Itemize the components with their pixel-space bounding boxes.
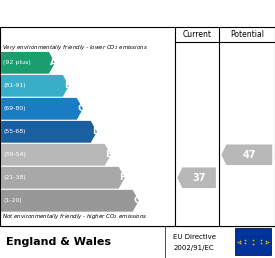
Text: Current: Current (182, 30, 211, 39)
Polygon shape (177, 167, 216, 188)
Text: B: B (64, 81, 71, 90)
Text: 47: 47 (243, 150, 256, 160)
Text: (1-20): (1-20) (3, 198, 22, 203)
Text: (81-91): (81-91) (3, 83, 26, 88)
Polygon shape (1, 75, 69, 97)
Text: EU Directive: EU Directive (173, 234, 216, 240)
Polygon shape (221, 144, 272, 165)
Text: A: A (50, 58, 57, 67)
Text: C: C (78, 104, 84, 113)
Text: (92 plus): (92 plus) (3, 60, 31, 65)
Text: England & Wales: England & Wales (6, 237, 111, 247)
Text: Not environmentally friendly - higher CO$_2$ emissions: Not environmentally friendly - higher CO… (2, 212, 148, 221)
Text: F: F (120, 173, 126, 182)
Text: Very environmentally friendly - lower CO$_2$ emissions: Very environmentally friendly - lower CO… (2, 43, 148, 52)
Text: Potential: Potential (230, 30, 264, 39)
Text: 2002/91/EC: 2002/91/EC (173, 245, 214, 251)
Text: G: G (134, 196, 141, 205)
Text: (39-54): (39-54) (3, 152, 26, 157)
Text: (21-38): (21-38) (3, 175, 26, 180)
Bar (235, 228, 271, 255)
Polygon shape (1, 144, 111, 166)
Text: (69-80): (69-80) (3, 106, 26, 111)
Text: 37: 37 (192, 173, 206, 183)
Text: E: E (106, 150, 112, 159)
Polygon shape (1, 167, 125, 189)
Polygon shape (1, 98, 83, 120)
Polygon shape (1, 121, 97, 143)
Polygon shape (1, 52, 55, 74)
Polygon shape (1, 190, 139, 212)
Text: D: D (92, 127, 99, 136)
Text: Environmental Impact (CO$_2$) Rating: Environmental Impact (CO$_2$) Rating (21, 5, 254, 22)
Text: (55-68): (55-68) (3, 129, 26, 134)
